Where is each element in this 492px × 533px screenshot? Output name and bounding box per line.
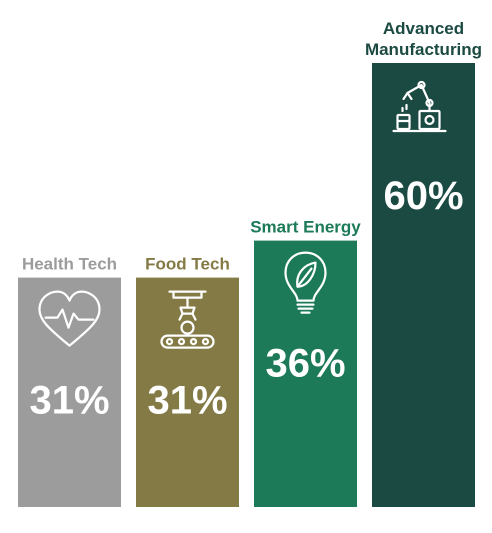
- value-label: 60%: [383, 174, 463, 218]
- bar-food-tech: [136, 277, 239, 507]
- robotic-arm-icon: [392, 80, 447, 133]
- category-label: Health Tech: [22, 255, 117, 274]
- lightbulb-leaf-icon: [284, 251, 327, 314]
- value-label: 31%: [29, 379, 109, 423]
- bar-advanced-manufacturing: [372, 63, 475, 507]
- robot-arm-conveyor-icon: [160, 290, 215, 349]
- heart-pulse-icon: [38, 290, 101, 347]
- bar-health-tech: [18, 277, 121, 507]
- value-label: 36%: [265, 342, 345, 386]
- category-label: Smart Energy: [250, 218, 361, 237]
- value-label: 31%: [147, 379, 227, 423]
- category-label: Advanced Manufacturing: [365, 19, 482, 59]
- category-label: Food Tech: [145, 255, 230, 274]
